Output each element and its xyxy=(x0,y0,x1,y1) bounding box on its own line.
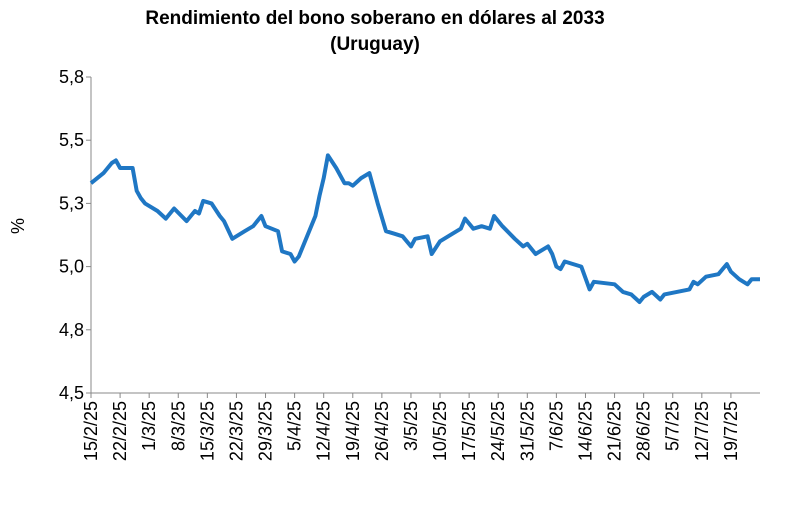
x-tick-label: 22/2/25 xyxy=(110,401,130,461)
x-tick-label: 24/5/25 xyxy=(488,401,508,461)
x-tick-label: 22/3/25 xyxy=(226,401,246,461)
x-tick-label: 19/4/25 xyxy=(343,401,363,461)
x-tick-label: 28/6/25 xyxy=(634,401,654,461)
y-tick-label: 5,8 xyxy=(59,67,84,87)
x-tick-label: 12/4/25 xyxy=(314,401,334,461)
x-tick-label: 10/5/25 xyxy=(430,401,450,461)
chart-title: Rendimiento del bono soberano en dólares… xyxy=(145,8,604,29)
x-tick-label: 14/6/25 xyxy=(575,401,595,461)
x-tick-label: 29/3/25 xyxy=(256,401,276,461)
x-tick-label: 31/5/25 xyxy=(517,401,537,461)
x-tick-label: 8/3/25 xyxy=(168,401,188,451)
y-tick-label: 5,0 xyxy=(59,257,84,277)
x-tick-label: 17/5/25 xyxy=(459,401,479,461)
y-tick-label: 5,5 xyxy=(59,130,84,150)
x-tick-label: 3/5/25 xyxy=(401,401,421,451)
x-tick-label: 7/6/25 xyxy=(546,401,566,451)
x-tick-label: 21/6/25 xyxy=(605,401,625,461)
x-tick-label: 1/3/25 xyxy=(139,401,159,451)
y-tick-label: 5,3 xyxy=(59,193,84,213)
y-axis-label: % xyxy=(8,218,28,234)
x-tick-label: 5/7/25 xyxy=(663,401,683,451)
y-tick-label: 4,5 xyxy=(59,383,84,403)
x-tick-label: 15/2/25 xyxy=(81,401,101,461)
x-tick-label: 19/7/25 xyxy=(721,401,741,461)
y-tick-label: 4,8 xyxy=(59,320,84,340)
x-tick-label: 12/7/25 xyxy=(692,401,712,461)
x-tick-label: 26/4/25 xyxy=(372,401,392,461)
line xyxy=(89,153,760,304)
x-tick-label: 15/3/25 xyxy=(197,401,217,461)
x-tick-label: 5/4/25 xyxy=(285,401,305,451)
chart-subtitle: (Uruguay) xyxy=(330,34,420,55)
